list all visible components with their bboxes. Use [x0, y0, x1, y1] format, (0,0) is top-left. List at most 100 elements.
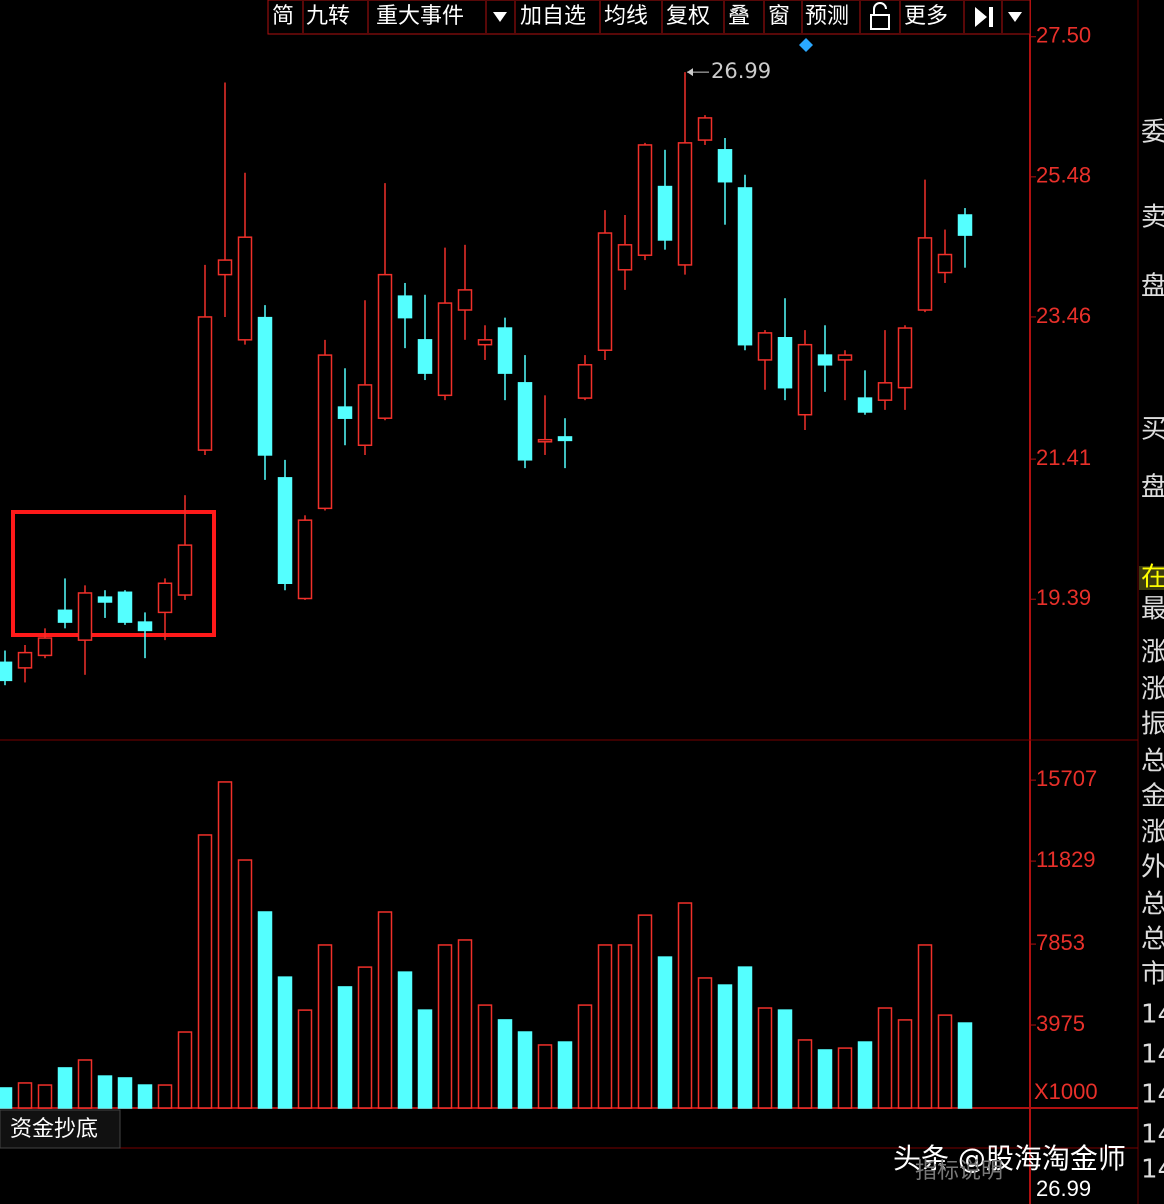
side-label: 涨: [1141, 675, 1164, 705]
volume-bar: [317, 944, 333, 1109]
candle-body: [537, 438, 553, 443]
candle-body: [597, 232, 613, 351]
side-label: 最: [1141, 595, 1164, 625]
volume-bar: [137, 1084, 153, 1109]
toolbar-button[interactable]: 重大事件: [376, 4, 464, 29]
watermark: 头条 @股海淘金师: [893, 1142, 1126, 1175]
side-label: 14: [1141, 1040, 1164, 1070]
volume-bar: [637, 914, 653, 1109]
candle-body: [0, 661, 13, 682]
volume-bar: [797, 1039, 813, 1109]
candle-body: [397, 295, 413, 319]
side-label: 振: [1141, 710, 1164, 740]
side-label: 外: [1141, 853, 1164, 883]
dropdown-icon[interactable]: [493, 12, 507, 22]
volume-bar: [437, 944, 453, 1109]
toolbar-button[interactable]: 叠: [728, 4, 750, 29]
candle-body: [97, 596, 113, 603]
volume-bar: [677, 902, 693, 1109]
toolbar-button[interactable]: 九转: [306, 4, 350, 29]
volume-bar: [737, 966, 753, 1109]
volume-bar: [897, 1019, 913, 1109]
side-label: 14: [1141, 1080, 1164, 1110]
candle-body: [917, 237, 933, 311]
candle-body: [177, 544, 193, 596]
toolbar-button[interactable]: 更多: [904, 4, 948, 29]
volume-bar: [517, 1031, 533, 1109]
volume-bar: [717, 984, 733, 1109]
candle-body: [237, 236, 253, 341]
volume-bar: [337, 986, 353, 1109]
candle-body: [657, 185, 673, 241]
side-panel: 委卖盘买盘在最涨涨振总金涨外总总市1414141414: [1139, 118, 1164, 1185]
side-label: 买: [1141, 415, 1164, 445]
toolbar-button[interactable]: 复权: [666, 4, 710, 29]
max-annotation: 26.99: [711, 59, 771, 83]
volume-bar: [97, 1075, 113, 1109]
volume-bar: [657, 956, 673, 1109]
candle-body: [217, 259, 233, 276]
candle-body: [57, 609, 73, 623]
candle-body: [357, 384, 373, 446]
candle-body: [17, 651, 33, 669]
toolbar-button[interactable]: 窗: [768, 4, 790, 29]
y-tick-label: 11829: [1036, 847, 1096, 872]
candle-body: [437, 302, 453, 397]
max-arrowhead: [687, 68, 693, 77]
candle-body: [337, 406, 353, 419]
side-label: 市: [1141, 960, 1164, 990]
toolbar-button[interactable]: 简: [272, 4, 294, 29]
volume-bar: [917, 944, 933, 1109]
volume-bar: [837, 1047, 853, 1109]
toolbar-button[interactable]: 均线: [604, 4, 648, 29]
volume-bar: [57, 1067, 73, 1109]
y-tick-label: 23.46: [1036, 303, 1091, 328]
candle-body: [797, 343, 813, 416]
toolbar-button[interactable]: 加自选: [520, 4, 586, 29]
volume-bar: [417, 1009, 433, 1109]
highlight-box: [11, 510, 216, 637]
unit-label: X1000: [1034, 1079, 1098, 1104]
candle-body: [277, 477, 293, 585]
candle-body: [957, 214, 973, 236]
candle-body: [897, 327, 913, 389]
candle-body: [577, 364, 593, 399]
candle-body: [617, 244, 633, 271]
volume-bar: [457, 939, 473, 1109]
lock-shackle: [873, 2, 887, 15]
candle-body: [117, 591, 133, 623]
candle-body: [417, 339, 433, 374]
lock-icon[interactable]: [870, 14, 890, 30]
candle-body: [837, 354, 853, 361]
candle-body: [497, 327, 513, 374]
volume-bar: [757, 1007, 773, 1109]
y-tick-label: 21.41: [1036, 445, 1091, 470]
volume-bar: [937, 1014, 953, 1109]
play-icon[interactable]: [975, 7, 987, 27]
toolbar-button[interactable]: 预测: [805, 4, 849, 29]
play-bar: [989, 7, 993, 27]
candle-body: [77, 592, 93, 641]
side-label: 总: [1141, 890, 1164, 920]
marker-diamond: [799, 38, 813, 52]
volume-bar: [257, 911, 273, 1109]
volume-bar: [477, 1004, 493, 1109]
candle-body: [317, 354, 333, 510]
candle-body: [717, 149, 733, 183]
volume-bar: [877, 1007, 893, 1109]
dropdown-icon[interactable]: [1008, 12, 1022, 22]
candle-body: [557, 436, 573, 442]
side-label: 金: [1141, 782, 1164, 812]
candle-body: [677, 142, 693, 266]
y-tick-label: 27.50: [1036, 23, 1091, 48]
candle-body: [457, 289, 473, 311]
candle-body: [257, 316, 273, 456]
candle-body: [757, 332, 773, 361]
volume-bar: [857, 1041, 873, 1109]
volume-bar: [357, 966, 373, 1109]
side-label: 在: [1141, 563, 1164, 593]
indicator-tab[interactable]: [0, 1109, 121, 1149]
volume-bar: [577, 1004, 593, 1109]
